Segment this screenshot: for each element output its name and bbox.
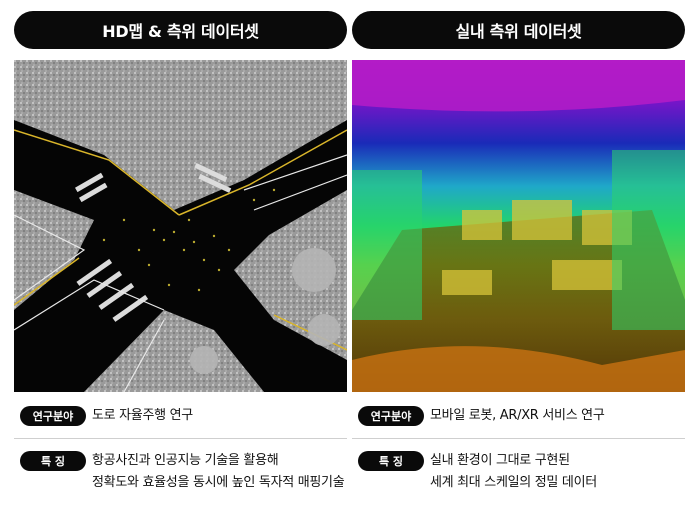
feature-tag: 특 징 [358, 451, 424, 471]
research-tag: 연구분야 [20, 406, 86, 426]
indoor-panel: 실내 측위 데이터셋 [352, 0, 685, 506]
hd-map-panel: HD맵 & 측위 데이터셋 [14, 0, 347, 506]
research-tag: 연구분야 [358, 406, 424, 426]
divider [352, 438, 685, 439]
feature-tag: 특 징 [20, 451, 86, 471]
feature-line-2: 정확도와 효율성을 동시에 높인 독자적 매핑기술 [92, 475, 345, 490]
feature-line-1: 항공사진과 인공지능 기술을 활용해 [92, 453, 279, 468]
feature-line-2: 세계 최대 스케일의 정밀 데이터 [430, 475, 597, 490]
research-text: 도로 자율주행 연구 [92, 408, 193, 423]
hd-map-pointcloud-image [14, 60, 347, 392]
hd-map-title: HD맵 & 측위 데이터셋 [14, 11, 347, 49]
divider [14, 438, 347, 439]
research-text: 모바일 로봇, AR/XR 서비스 연구 [430, 408, 605, 423]
indoor-title: 실내 측위 데이터셋 [352, 11, 685, 49]
feature-line-1: 실내 환경이 그대로 구현된 [430, 453, 570, 468]
indoor-pointcloud-image [352, 60, 685, 392]
